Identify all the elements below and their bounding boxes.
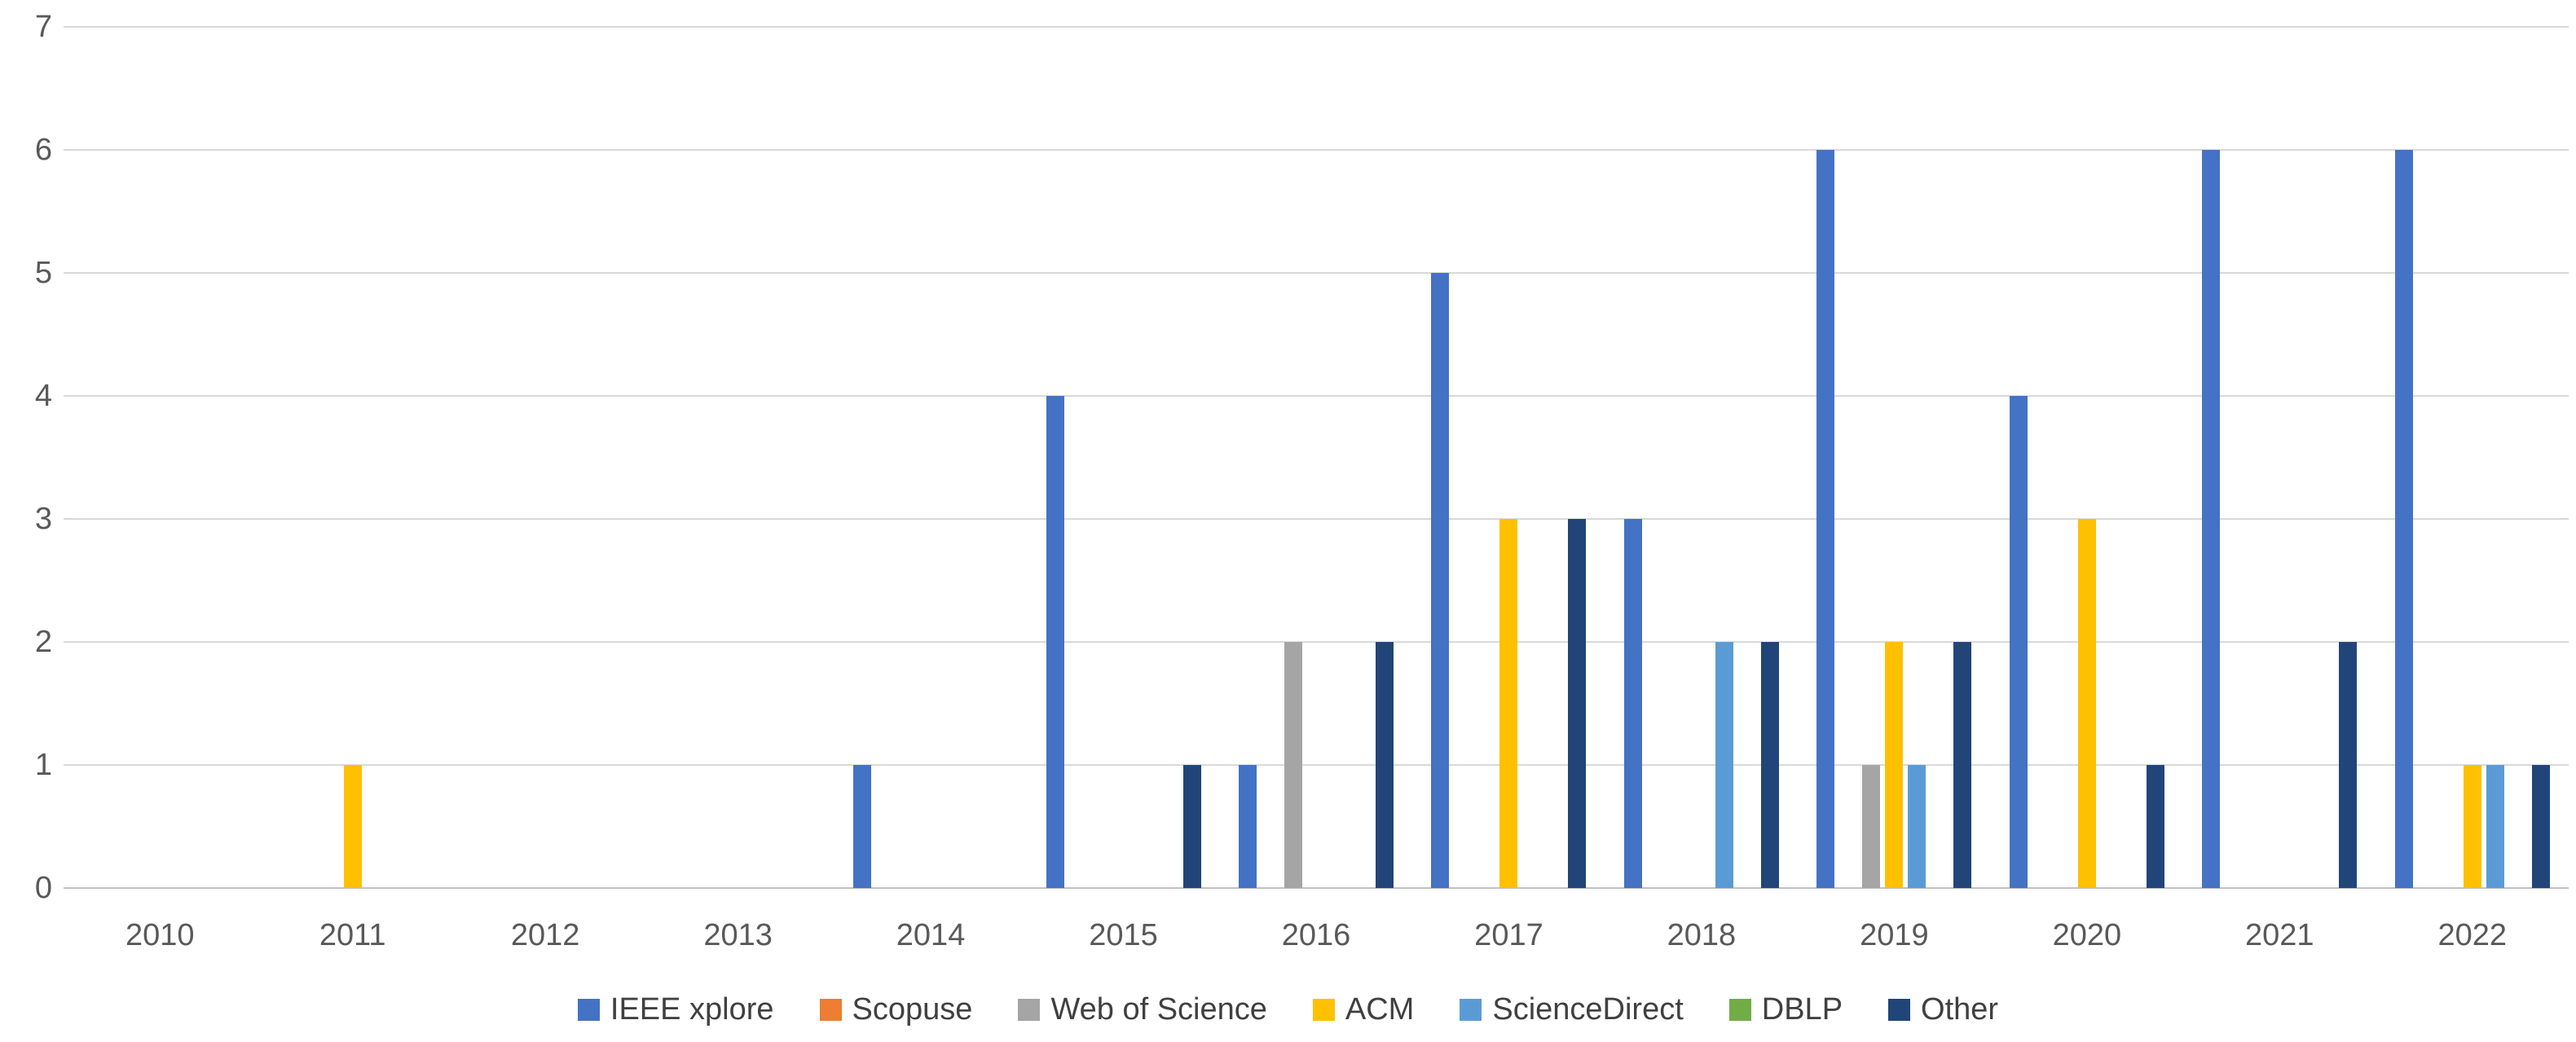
bar-2022-other [2531,765,2550,888]
x-tick-label-2020: 2020 [2052,918,2122,952]
legend-swatch-icon [819,999,842,1021]
bar-2019-acm [1885,642,1904,888]
legend-swatch-icon [1312,999,1335,1021]
y-tick-label-2: 2 [34,625,52,659]
legend-item-sciencedirect: ScienceDirect [1460,992,1684,1027]
legend-label: Web of Science [1050,992,1267,1027]
x-axis-line [64,887,2569,889]
legend-item-dblp: DBLP [1728,992,1843,1027]
gridline-y-2 [64,641,2569,643]
bar-2015-other [1182,765,1201,888]
bar-2019-web-of-science [1862,765,1881,888]
bar-2018-ieee-xplore [1623,519,1642,888]
y-tick-label-6: 6 [34,133,52,167]
bar-2016-web-of-science [1284,642,1302,888]
x-tick-label-2022: 2022 [2437,918,2508,952]
bar-2021-ieee-xplore [2202,150,2221,888]
gridline-y-1 [64,764,2569,766]
y-tick-label-3: 3 [34,502,52,536]
bar-2017-ieee-xplore [1431,273,1450,888]
legend-label: DBLP [1761,992,1843,1027]
x-tick-label-2013: 2013 [703,918,773,952]
bar-2021-other [2339,642,2358,888]
legend-label: ACM [1345,992,1415,1027]
x-tick-label-2011: 2011 [319,918,386,952]
x-tick-label-2010: 2010 [125,918,195,952]
bar-2017-other [1568,519,1587,888]
bar-2016-other [1376,642,1394,888]
x-tick-label-2019: 2019 [1860,918,1929,952]
legend: IEEE xplore Scopuse Web of Science ACM Scien… [0,992,2576,1027]
bar-2020-acm [2077,519,2096,888]
legend-swatch-icon [1728,999,1751,1021]
bar-2019-ieee-xplore [1816,150,1835,888]
y-tick-label-7: 7 [34,10,52,44]
x-tick-label-2012: 2012 [510,918,580,952]
legend-label: Other [1921,992,1999,1027]
gridline-y-5 [64,272,2569,274]
legend-item-scopuse: Scopuse [819,992,973,1027]
bar-2019-other [1953,642,1972,888]
y-tick-label-0: 0 [34,871,52,905]
bar-2017-acm [1499,519,1518,888]
gridline-y-7 [64,26,2569,28]
gridline-y-4 [64,395,2569,397]
bar-2014-ieee-xplore [853,765,872,888]
bar-2019-sciencedirect [1908,765,1926,888]
bar-2011-acm [343,765,362,888]
bar-2018-sciencedirect [1715,642,1733,888]
bar-2016-ieee-xplore [1239,765,1257,888]
x-tick-label-2016: 2016 [1281,918,1351,952]
y-tick-label-5: 5 [34,256,52,290]
bar-2020-other [2146,765,2164,888]
bar-2022-ieee-xplore [2394,150,2413,888]
x-tick-label-2017: 2017 [1474,918,1543,952]
x-tick-label-2015: 2015 [1089,918,1158,952]
legend-label: Scopuse [852,992,973,1027]
x-tick-label-2018: 2018 [1667,918,1737,952]
bar-2018-other [1760,642,1779,888]
legend-item-acm: ACM [1312,992,1415,1027]
legend-swatch-icon [1018,999,1041,1021]
legend-label: IEEE xplore [610,992,774,1027]
legend-item-web-of-science: Web of Science [1018,992,1267,1027]
y-tick-label-4: 4 [34,379,52,413]
bar-2015-ieee-xplore [1046,396,1064,888]
bar-2020-ieee-xplore [2009,396,2028,888]
gridline-y-3 [64,518,2569,520]
legend-item-other: Other [1888,992,1998,1027]
legend-swatch-icon [577,999,600,1021]
legend-swatch-icon [1888,999,1911,1021]
x-tick-label-2014: 2014 [896,918,966,952]
bar-2022-acm [2463,765,2481,888]
legend-item-ieee-xplore: IEEE xplore [577,992,774,1027]
legend-swatch-icon [1460,999,1482,1021]
y-tick-label-1: 1 [34,748,52,782]
bar-2022-sciencedirect [2486,765,2504,888]
gridline-y-6 [64,149,2569,151]
legend-label: ScienceDirect [1492,992,1684,1027]
x-tick-label-2021: 2021 [2245,918,2314,952]
